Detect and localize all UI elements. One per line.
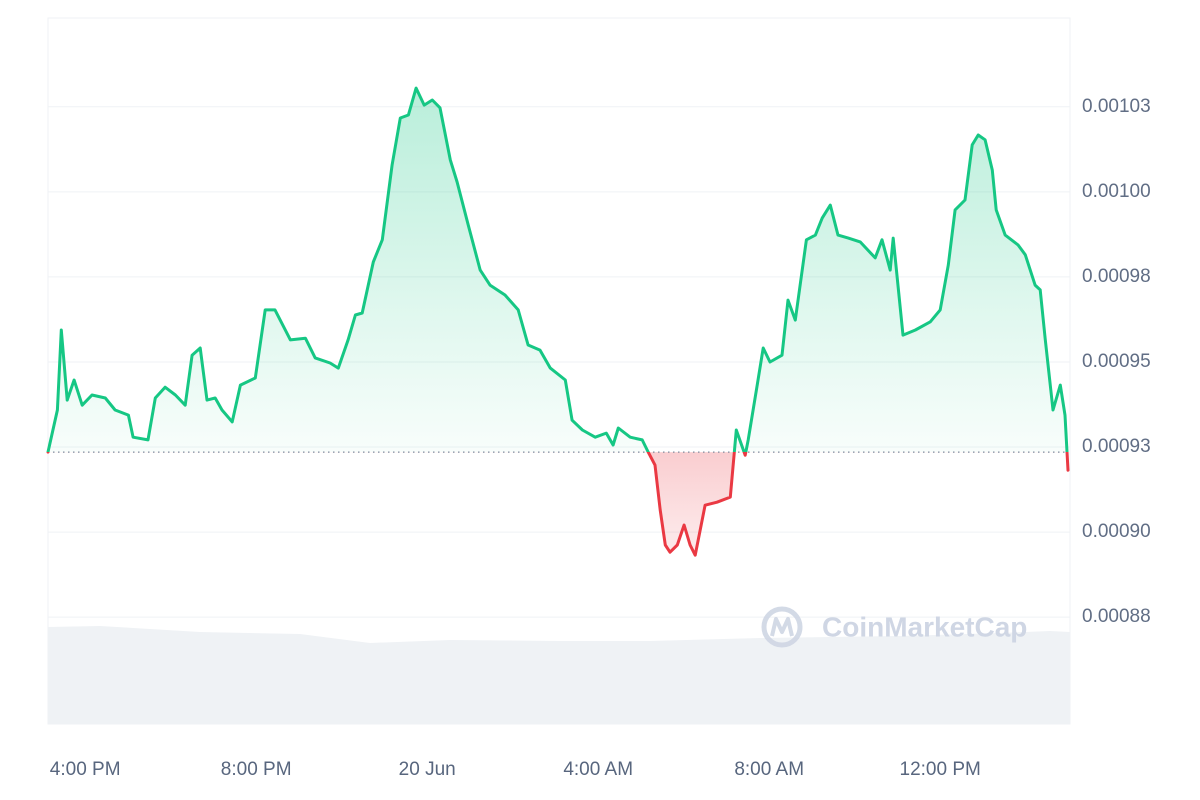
- y-tick-label: 0.00095: [1082, 351, 1151, 372]
- y-tick-label: 0.00088: [1082, 606, 1151, 627]
- plot: [46, 86, 1070, 557]
- x-tick-label: 12:00 PM: [900, 759, 981, 780]
- y-tick-label: 0.00100: [1082, 181, 1151, 202]
- price-line: [46, 86, 1070, 557]
- x-tick-label: 8:00 PM: [221, 759, 292, 780]
- y-tick-label: 0.00098: [1082, 266, 1151, 287]
- watermark-logo: [761, 606, 803, 648]
- x-tick-label: 4:00 AM: [563, 759, 633, 780]
- y-tick-label: 0.00103: [1082, 96, 1151, 117]
- y-tick-label: 0.00093: [1082, 436, 1151, 457]
- watermark: CoinMarketCap: [822, 611, 1027, 642]
- x-tick-label: 20 Jun: [399, 759, 456, 780]
- price-area: [48, 88, 1068, 556]
- volume-area: [48, 626, 1070, 724]
- x-tick-label: 4:00 PM: [50, 759, 121, 780]
- y-tick-label: 0.00090: [1082, 521, 1151, 542]
- x-tick-label: 8:00 AM: [734, 759, 804, 780]
